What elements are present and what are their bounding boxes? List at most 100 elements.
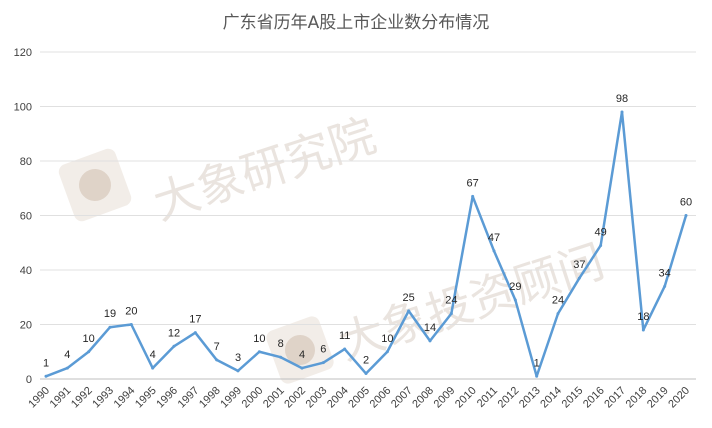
x-tick-label: 2007 — [389, 385, 415, 411]
data-point — [599, 243, 603, 247]
x-tick-label: 1996 — [154, 385, 180, 411]
x-tick-label: 1998 — [197, 385, 223, 411]
x-tick-label: 1991 — [48, 385, 74, 411]
data-point — [151, 366, 155, 370]
data-point — [577, 276, 581, 280]
x-tick-label: 2012 — [496, 385, 522, 411]
data-point — [407, 309, 411, 313]
data-label: 24 — [552, 295, 564, 307]
data-label: 34 — [659, 267, 671, 279]
data-point — [556, 312, 560, 316]
data-label: 10 — [83, 333, 95, 345]
data-label: 29 — [509, 281, 521, 293]
data-point — [87, 350, 91, 354]
x-tick-label: 2016 — [581, 385, 607, 411]
data-point — [300, 366, 304, 370]
x-tick-label: 2004 — [325, 385, 351, 411]
data-point — [279, 355, 283, 359]
y-tick-label: 0 — [26, 374, 32, 386]
x-tick-label: 1995 — [133, 385, 159, 411]
x-tick-label: 2011 — [475, 385, 500, 410]
data-label: 1 — [43, 357, 49, 369]
data-point — [257, 350, 261, 354]
chart-title: 广东省历年A股上市企业数分布情况 — [223, 13, 490, 33]
watermark-text-2: 大象投资顾问 — [332, 234, 611, 371]
x-tick-label: 1992 — [69, 385, 95, 411]
x-tick-label: 1993 — [90, 385, 116, 411]
data-point — [193, 331, 197, 335]
x-tick-label: 2010 — [453, 385, 479, 411]
y-tick-label: 20 — [20, 320, 32, 332]
data-label: 20 — [125, 306, 137, 318]
data-point — [663, 284, 667, 288]
x-tick-label: 2003 — [304, 385, 330, 411]
watermark-logo-icon-2 — [266, 316, 334, 384]
x-tick-label: 2015 — [560, 385, 586, 411]
x-tick-label: 2001 — [261, 385, 287, 411]
data-label: 17 — [189, 314, 201, 326]
x-tick-label: 2018 — [624, 385, 650, 411]
data-label: 6 — [320, 344, 326, 356]
data-label: 1 — [534, 357, 540, 369]
data-point — [641, 328, 645, 332]
data-label: 49 — [595, 226, 607, 238]
x-tick-label: 2006 — [368, 385, 394, 411]
data-label: 10 — [381, 333, 393, 345]
data-point — [449, 312, 453, 316]
y-tick-label: 40 — [20, 265, 32, 277]
x-tick-label: 1997 — [176, 385, 202, 411]
data-point — [215, 358, 219, 362]
data-label: 4 — [150, 349, 156, 361]
data-point — [172, 344, 176, 348]
data-label: 19 — [104, 308, 116, 320]
data-point — [321, 361, 325, 365]
x-tick-label: 1994 — [112, 385, 138, 411]
data-label: 24 — [445, 295, 457, 307]
data-point — [343, 347, 347, 351]
y-tick-label: 80 — [20, 156, 32, 168]
data-point — [385, 350, 389, 354]
data-label: 4 — [299, 349, 305, 361]
y-tick-label: 120 — [14, 47, 32, 59]
data-point — [492, 249, 496, 253]
x-tick-label: 2008 — [410, 385, 436, 411]
data-label: 7 — [214, 341, 220, 353]
data-point — [471, 194, 475, 198]
data-point — [129, 323, 133, 326]
data-label: 98 — [616, 93, 628, 105]
data-point — [65, 366, 69, 370]
data-label: 8 — [278, 338, 284, 350]
x-tick-label: 2002 — [282, 385, 308, 411]
y-tick-label: 100 — [14, 102, 32, 114]
data-point — [513, 298, 517, 302]
x-tick-label: 1990 — [26, 385, 52, 411]
data-point — [428, 339, 432, 343]
data-label: 14 — [424, 322, 436, 334]
data-label: 3 — [235, 352, 241, 364]
data-point — [684, 214, 688, 217]
x-tick-label: 2005 — [346, 385, 372, 411]
data-label: 2 — [363, 355, 369, 367]
y-tick-label: 60 — [20, 211, 32, 223]
data-label: 11 — [339, 330, 350, 342]
x-tick-label: 2014 — [538, 385, 564, 411]
series-group — [44, 110, 688, 378]
data-label: 18 — [637, 311, 649, 323]
watermark-text-1: 大象研究院 — [147, 108, 382, 230]
watermark-logo-icon — [58, 148, 132, 222]
data-label: 37 — [573, 259, 585, 271]
x-tick-label: 2017 — [602, 385, 628, 411]
data-point — [620, 110, 624, 114]
data-point — [364, 372, 368, 376]
data-point — [535, 374, 539, 378]
data-label: 12 — [168, 327, 180, 339]
data-label: 4 — [64, 349, 70, 361]
data-point — [108, 325, 112, 329]
data-point — [236, 369, 240, 373]
y-axis: 0 20 40 60 80 100 120 — [14, 47, 32, 386]
data-label: 10 — [253, 333, 265, 345]
data-point — [44, 374, 48, 378]
data-label: 60 — [680, 197, 692, 209]
